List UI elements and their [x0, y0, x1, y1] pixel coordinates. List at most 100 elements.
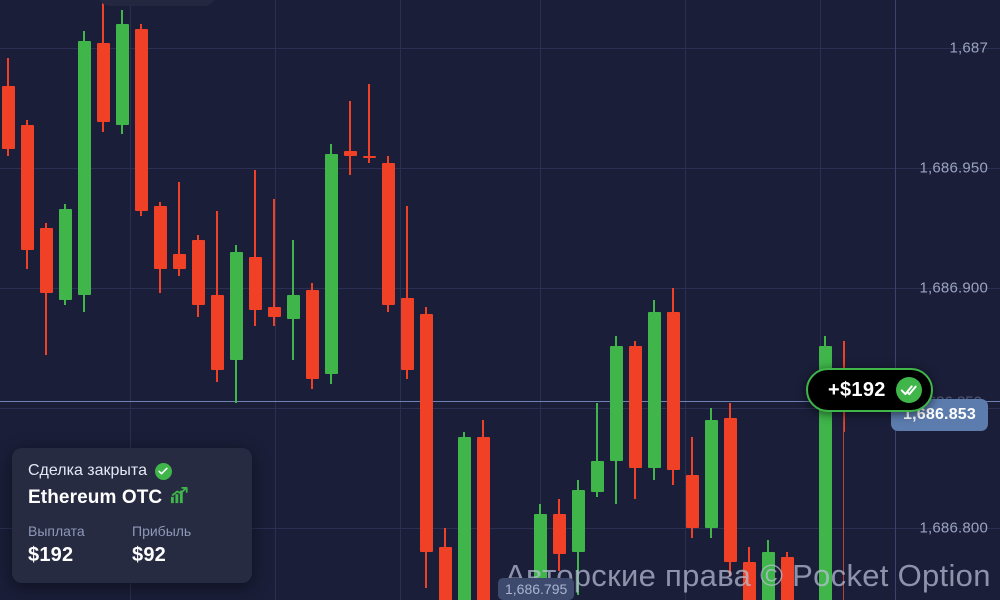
candle-body [324, 153, 338, 375]
candle [58, 0, 72, 600]
candle [324, 0, 338, 600]
candle [305, 0, 319, 600]
candle [39, 0, 53, 600]
candle [476, 0, 490, 600]
candle-body [210, 295, 224, 370]
candle-body [172, 254, 186, 269]
price-axis-label: 1,686.900 [919, 279, 988, 297]
candle-body [647, 312, 661, 468]
gridline-horizontal [0, 48, 1000, 49]
candle-body [58, 208, 72, 300]
candle [457, 0, 471, 600]
price-axis-label: 1,687 [949, 39, 988, 57]
candle [343, 0, 357, 600]
gridline-horizontal [0, 528, 1000, 529]
candle-body [685, 475, 699, 528]
candle [761, 0, 775, 600]
candle [248, 0, 262, 600]
candle [515, 0, 528, 600]
candle [818, 0, 832, 600]
candle-body [780, 556, 794, 600]
trade-asset-row: Ethereum OTC [28, 487, 236, 509]
profit-badge[interactable]: +$192 [806, 368, 933, 412]
candle [172, 0, 186, 600]
candle [571, 0, 585, 600]
gridline-vertical [685, 0, 686, 600]
candle [400, 0, 414, 600]
candle-body [96, 43, 110, 123]
candle [837, 0, 851, 600]
candle-wick [596, 403, 598, 497]
candle [419, 0, 433, 600]
candle-wick [178, 182, 180, 276]
candle [381, 0, 395, 600]
candle-body [20, 124, 34, 250]
candle-body [191, 240, 205, 305]
candle-body [362, 156, 376, 159]
price-axis-label: 1,686.950 [919, 159, 988, 177]
candle-body [438, 547, 452, 600]
candle-body [305, 290, 319, 380]
candle-wick [406, 206, 408, 380]
trade-result-card[interactable]: Сделка закрыта Ethereum OTC Выплата $192 П… [12, 448, 252, 583]
current-price-line [0, 401, 1000, 402]
asset-name: Ethereum OTC [28, 487, 163, 508]
candle-body [286, 295, 300, 320]
candle [609, 0, 623, 600]
trade-status-label: Сделка закрыта [28, 462, 147, 479]
candle-body [590, 460, 604, 492]
candle-body [609, 345, 623, 461]
candle [704, 0, 718, 600]
candle [533, 0, 547, 600]
candle-body [552, 513, 566, 555]
check-circle-icon [154, 462, 172, 480]
candle-body [400, 297, 414, 370]
price-axis-label: 1,686.800 [919, 519, 988, 537]
candle-body [115, 24, 129, 125]
candle-body [267, 307, 281, 317]
candle-body [457, 436, 471, 600]
candle [685, 0, 699, 600]
gridline-vertical [820, 0, 821, 600]
trade-stat-value: $192 [28, 544, 74, 566]
trade-stat: Выплата $192 [28, 523, 132, 567]
candle-body [229, 252, 243, 360]
candle-body [1, 86, 15, 149]
candle [96, 0, 110, 600]
candle-body [666, 312, 680, 471]
candle-body [628, 345, 642, 468]
candle-body [248, 256, 262, 310]
candle-body [381, 163, 395, 305]
candle [77, 0, 91, 600]
candle [552, 0, 566, 600]
candle [362, 0, 376, 600]
candle [800, 0, 813, 600]
candle-body [761, 552, 775, 600]
candle [496, 0, 509, 600]
candle-body [134, 28, 148, 212]
gridline-vertical [275, 0, 276, 600]
candle [210, 0, 224, 600]
candle [191, 0, 205, 600]
trade-stat-label: Выплата [28, 523, 85, 539]
candle-wick [273, 199, 275, 327]
candle [628, 0, 642, 600]
candle-wick [349, 100, 351, 176]
candle [134, 0, 148, 600]
candle [229, 0, 243, 600]
candle-body [571, 489, 585, 552]
trade-stat: Прибыль $92 [132, 523, 236, 567]
gridline-vertical [130, 0, 131, 600]
trade-status-row: Сделка закрыта [28, 462, 236, 480]
candle [666, 0, 680, 600]
candle-body [704, 420, 718, 528]
trade-stat-value: $92 [132, 544, 166, 566]
candle-wick [254, 170, 256, 327]
candle-body [153, 206, 167, 269]
entry-marker-line [843, 392, 844, 600]
candle-body [476, 436, 490, 600]
price-axis-separator [895, 0, 896, 600]
candle-wick [368, 84, 370, 164]
